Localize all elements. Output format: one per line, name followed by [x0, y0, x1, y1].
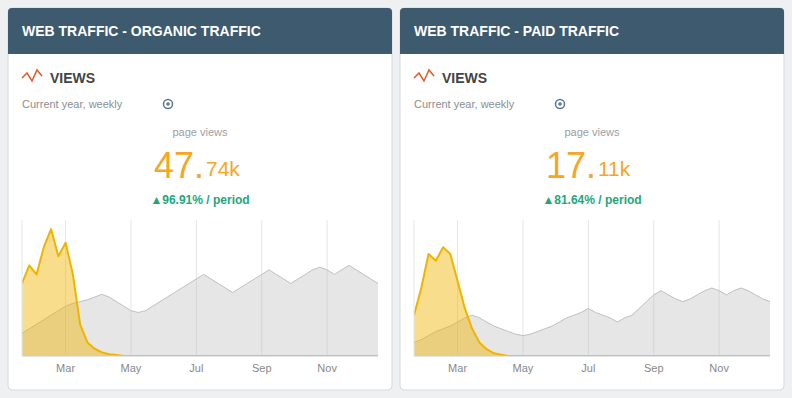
- area-fill: [22, 229, 378, 356]
- baseline: [414, 356, 770, 357]
- panel: WEB TRAFFIC - ORGANIC TRAFFIC VIEWS Curren…: [8, 8, 392, 390]
- baseline: [22, 356, 378, 357]
- views-icon: [414, 70, 434, 81]
- panel-background: [400, 8, 784, 390]
- panel: WEB TRAFFIC - PAID TRAFFIC VIEWS Current y…: [400, 8, 784, 390]
- y-range-line: [414, 220, 415, 356]
- y-range-line: [22, 220, 23, 356]
- subtitle: VIEWS: [50, 70, 95, 86]
- x-tick-label: Jul: [581, 362, 595, 374]
- x-tick-label: Mar: [56, 362, 75, 374]
- dashboard: WEB TRAFFIC - ORGANIC TRAFFIC VIEWS Curren…: [0, 0, 792, 398]
- title: WEB TRAFFIC - ORGANIC TRAFFIC: [22, 23, 261, 39]
- metric-value-large: 47.: [154, 145, 204, 186]
- metric-value-small: 11k: [598, 157, 631, 180]
- metric-label: page views: [564, 126, 620, 138]
- x-tick-label: Nov: [709, 362, 729, 374]
- settings-icon: [556, 100, 565, 109]
- views-icon: [22, 70, 42, 81]
- plot-area: [414, 247, 770, 356]
- title: WEB TRAFFIC - PAID TRAFFIC: [414, 23, 619, 39]
- panel-header: [8, 8, 392, 54]
- panel-header: [400, 8, 784, 54]
- x-tick-labels: Mar May Jul Sep Nov: [448, 362, 729, 374]
- x-tick-label: May: [121, 362, 142, 374]
- subtitle: VIEWS: [442, 70, 487, 86]
- period: Current year, weekly: [22, 98, 123, 110]
- panel-background: [8, 8, 392, 390]
- plot-area: [22, 229, 378, 356]
- area-line: [414, 247, 770, 356]
- metric-change: ▲81.64% / period: [542, 193, 641, 207]
- x-tick-label: Sep: [252, 362, 272, 374]
- period: Current year, weekly: [414, 98, 515, 110]
- metric-label: page views: [172, 126, 228, 138]
- settings-icon-dot: [558, 102, 562, 106]
- x-tick-label: Jul: [189, 362, 203, 374]
- settings-icon: [164, 100, 173, 109]
- page: {"chart_data": [ {"type": "area", "title…: [0, 0, 792, 398]
- x-tick-label: Sep: [644, 362, 664, 374]
- metric-change: ▲96.91% / period: [150, 193, 249, 207]
- metric-value-large: 17.: [546, 145, 596, 186]
- area-fill: [414, 247, 770, 356]
- x-tick-label: May: [513, 362, 534, 374]
- settings-icon-dot: [166, 102, 170, 106]
- x-tick-labels: Mar May Jul Sep Nov: [56, 362, 337, 374]
- x-tick-label: Nov: [317, 362, 337, 374]
- metric-value-small: 74k: [206, 157, 240, 180]
- area-line: [22, 229, 378, 356]
- x-tick-label: Mar: [448, 362, 467, 374]
